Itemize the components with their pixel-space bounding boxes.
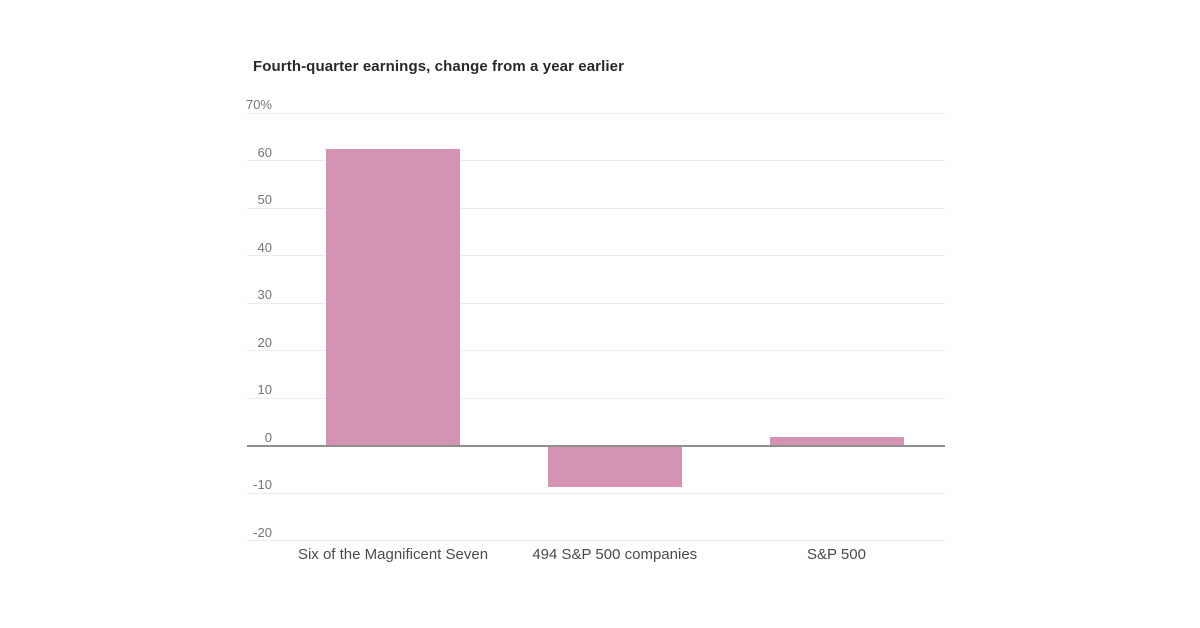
bar-3 <box>769 437 904 446</box>
chart-title: Fourth-quarter earnings, change from a y… <box>253 58 625 75</box>
gridline <box>247 302 945 304</box>
y-axis-tick-label: 60 <box>257 144 272 160</box>
gridline <box>247 397 945 399</box>
gridline <box>247 540 945 541</box>
gridline <box>247 255 945 256</box>
gridline <box>247 492 945 494</box>
y-axis-tick-label: 0 <box>264 429 272 445</box>
y-axis-tick-label: -20 <box>253 524 272 540</box>
y-axis-tick-label: 30 <box>257 287 272 302</box>
y-axis-tick-label: 10 <box>257 382 272 397</box>
y-axis-tick-label: 70% <box>245 97 272 112</box>
gridline <box>247 350 945 351</box>
x-axis-category-label: 494 S&P 500 companies <box>532 546 698 563</box>
x-axis-category-label: S&P 500 <box>807 546 866 563</box>
bar-2 <box>547 445 682 488</box>
zero-baseline <box>247 444 945 447</box>
y-axis-tick-label: 40 <box>257 239 272 255</box>
y-axis-tick-label: 20 <box>257 334 272 350</box>
y-axis-tick-label: -10 <box>253 477 272 492</box>
gridline <box>247 112 945 114</box>
bar-1 <box>326 148 460 446</box>
x-axis-category-label: Six of the Magnificent Seven <box>297 546 489 563</box>
y-axis-tick-label: 50 <box>257 192 272 207</box>
gridline <box>247 207 945 209</box>
gridline <box>247 160 945 161</box>
